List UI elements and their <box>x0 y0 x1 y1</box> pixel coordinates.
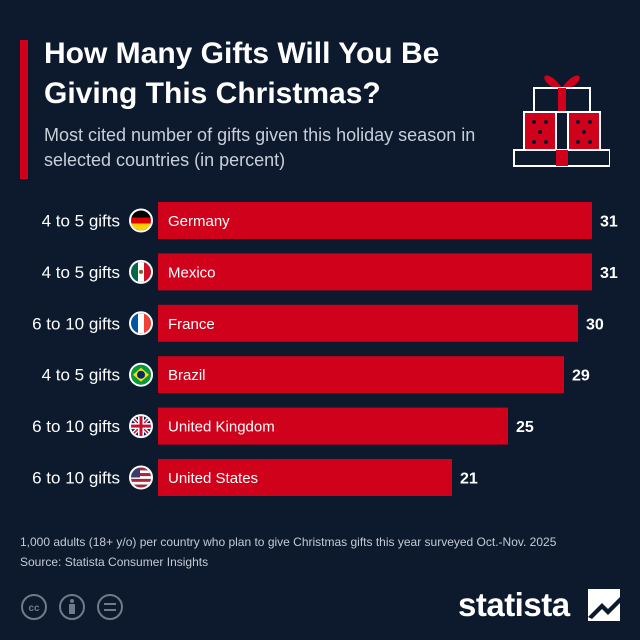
category-label: Mexico <box>168 264 216 281</box>
bar-row: 4 to 5 gifts Mexico 31 <box>42 253 618 291</box>
brazil-flag <box>129 362 153 387</box>
bar-row: 6 to 10 gifts United Kingdom 25 <box>32 407 534 445</box>
survey-note: 1,000 adults (18+ y/o) per country who p… <box>20 535 557 549</box>
bar <box>158 356 564 394</box>
group-label: 4 to 5 gifts <box>42 263 120 282</box>
group-label: 6 to 10 gifts <box>32 417 120 436</box>
bar-row: 4 to 5 gifts Germany 31 <box>42 202 618 239</box>
statista-logo-icon <box>588 589 620 621</box>
creative-commons-icon: cc <box>21 594 47 620</box>
title-accent-bar <box>20 40 28 179</box>
germany-flag <box>129 208 153 233</box>
bar-row: 6 to 10 gifts France 30 <box>32 304 604 342</box>
svg-text:cc: cc <box>28 603 40 614</box>
value-label: 25 <box>516 419 534 436</box>
category-label: United Kingdom <box>168 419 275 436</box>
chart-subtitle: Most cited number of gifts given this ho… <box>44 125 476 170</box>
category-label: France <box>168 316 215 333</box>
group-label: 4 to 5 gifts <box>42 366 120 385</box>
value-label: 31 <box>600 265 618 282</box>
usa-flag <box>129 465 153 490</box>
category-label: Brazil <box>168 367 206 384</box>
attribution-icon <box>59 594 85 620</box>
bar <box>158 202 592 239</box>
bar-row: 6 to 10 gifts United States 21 <box>32 459 478 496</box>
value-label: 29 <box>572 368 590 385</box>
bar <box>158 407 508 445</box>
bar <box>158 253 592 291</box>
bar <box>158 304 578 342</box>
bar-row: 4 to 5 gifts Brazil 29 <box>42 356 590 394</box>
bar <box>158 459 452 496</box>
footnote: 1,000 adults (18+ y/o) per country who p… <box>20 532 630 572</box>
category-label: Germany <box>168 213 230 230</box>
group-label: 6 to 10 gifts <box>32 469 120 488</box>
statista-wordmark: statista <box>458 586 570 623</box>
no-derivatives-icon <box>97 594 123 620</box>
group-label: 6 to 10 gifts <box>32 314 120 333</box>
value-label: 21 <box>460 471 478 488</box>
bar-chart: 4 to 5 gifts Germany 31 4 to 5 gifts Mexico 3… <box>32 202 618 496</box>
source-note: Source: Statista Consumer Insights <box>20 555 209 569</box>
value-label: 30 <box>586 316 604 333</box>
category-label: United States <box>168 470 258 487</box>
value-label: 31 <box>600 214 618 231</box>
france-flag <box>129 311 153 336</box>
group-label: 4 to 5 gifts <box>42 212 120 231</box>
gift-box-icon <box>513 75 610 167</box>
uk-flag <box>129 414 153 439</box>
mexico-flag <box>129 259 153 284</box>
chart-title: How Many Gifts Will You Be Giving This C… <box>44 37 440 110</box>
license-icons: cc <box>21 594 123 620</box>
